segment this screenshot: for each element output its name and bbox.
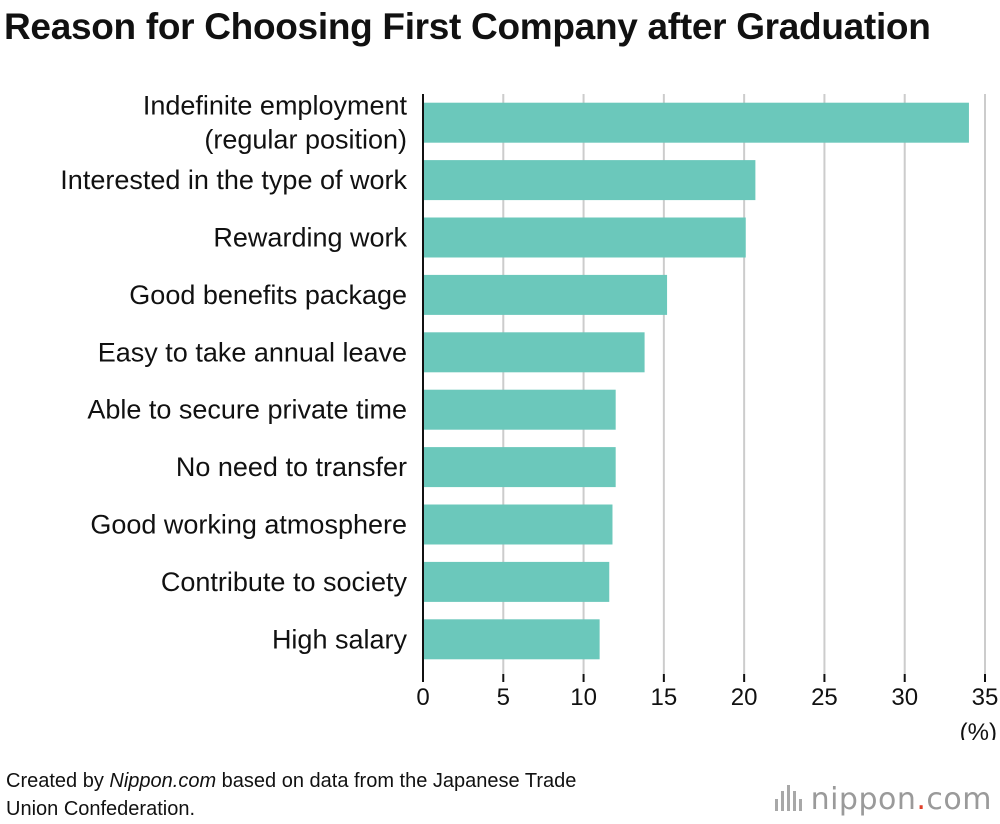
category-label: Good benefits package (129, 280, 407, 310)
category-label: Rewarding work (213, 223, 407, 253)
x-tick-label: 5 (497, 684, 510, 711)
chart-title: Reason for Choosing First Company after … (4, 6, 931, 47)
logo-bars-icon (774, 784, 805, 819)
x-tick-label: 15 (651, 684, 678, 711)
category-label: Contribute to society (161, 567, 408, 597)
x-tick-label: 0 (416, 684, 429, 711)
x-tick-label: 35 (972, 684, 999, 711)
source-suffix: based on data from the Japanese Trade (216, 770, 577, 792)
source-note: Created by Nippon.com based on data from… (6, 767, 576, 823)
category-label: Easy to take annual leave (98, 337, 407, 367)
x-tick-label: 20 (731, 684, 758, 711)
category-label: Able to secure private time (87, 395, 407, 425)
bar (423, 504, 613, 545)
category-label: High salary (272, 624, 408, 654)
bar (423, 389, 616, 430)
bar (423, 217, 746, 258)
bar-chart: Indefinite employment (regular position) I… (60, 91, 999, 740)
logo-tld: com (926, 782, 992, 817)
category-label: Indefinite employment (143, 91, 408, 121)
x-tick-label: 10 (570, 684, 597, 711)
source-prefix: Created by (6, 770, 110, 792)
logo-name: nippon (810, 782, 917, 817)
x-tick-label: 30 (891, 684, 918, 711)
category-label: Interested in the type of work (60, 165, 407, 195)
logo-dot: . (916, 782, 927, 817)
category-label: (regular position) (204, 125, 407, 155)
source-name: Nippon.com (109, 770, 217, 792)
x-tick-label: 25 (811, 684, 838, 711)
unit-label: (%) (960, 719, 997, 740)
bar (423, 619, 600, 660)
bar (423, 102, 969, 143)
source-line2: Union Confederation. (6, 798, 196, 820)
bar (423, 447, 616, 488)
bar (423, 332, 645, 373)
nippon-logo: nippon.com (774, 782, 992, 819)
bar (423, 274, 668, 315)
category-label: No need to transfer (176, 452, 407, 482)
category-label: Good working atmosphere (90, 510, 407, 540)
bar (423, 160, 756, 201)
bar (423, 561, 610, 602)
